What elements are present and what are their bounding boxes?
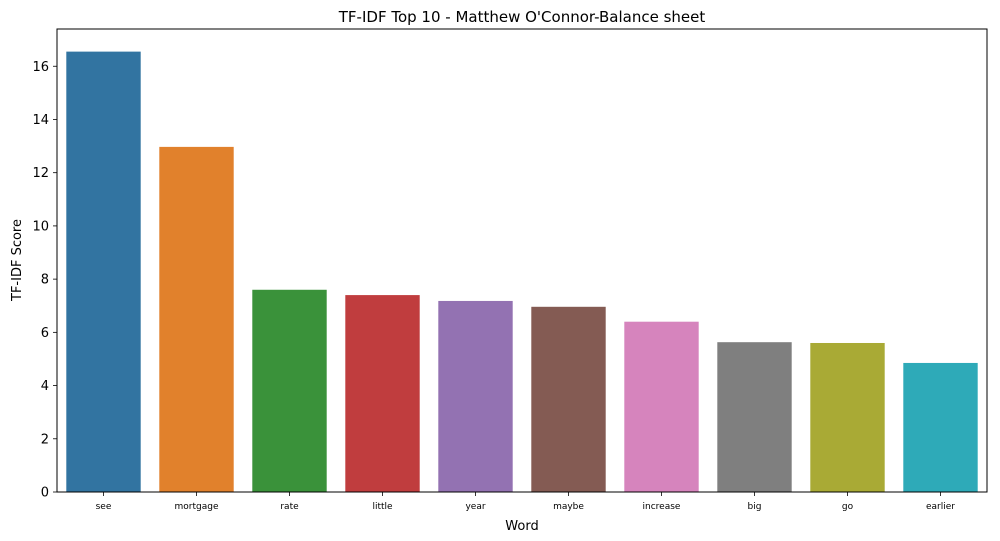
x-tick-label: earlier [926, 502, 955, 512]
bar-year [438, 300, 513, 492]
bar-see [66, 51, 141, 493]
bar-maybe [531, 306, 606, 492]
plot-frame [56, 28, 988, 493]
bar-big [717, 342, 792, 492]
y-tick-label: 6 [41, 326, 49, 341]
y-tick-label: 14 [32, 113, 49, 128]
y-axis-label: TF-IDF Score [10, 219, 25, 302]
x-tick-label: big [748, 502, 762, 512]
bar-go [810, 342, 885, 492]
bars-group [66, 51, 978, 493]
y-tick-label: 8 [41, 273, 49, 288]
x-tick-label: rate [280, 502, 299, 512]
x-tick-label: year [465, 502, 485, 512]
y-tick-label: 4 [41, 379, 49, 394]
x-axis: see mortgage rate little year maybe increase bi… [96, 492, 955, 512]
bar-rate [252, 289, 327, 492]
y-tick-label: 0 [41, 486, 49, 501]
x-tick-label: maybe [553, 502, 584, 512]
bar-little [345, 295, 420, 492]
x-tick-label: mortgage [175, 502, 219, 512]
x-tick-label: increase [643, 502, 681, 512]
x-tick-label: see [96, 502, 112, 512]
y-tick-label: 2 [41, 432, 49, 447]
x-axis-label: Word [505, 519, 538, 534]
bar-mortgage [159, 146, 234, 492]
y-tick-label: 16 [32, 60, 49, 75]
y-tick-label: 12 [32, 166, 49, 181]
bar-increase [624, 321, 699, 492]
x-tick-label: go [842, 502, 854, 512]
x-tick-label: little [372, 502, 393, 512]
y-tick-label: 10 [32, 219, 49, 234]
bar-earlier [903, 362, 978, 492]
chart-title: TF-IDF Top 10 - Matthew O'Connor-Balance… [338, 8, 706, 26]
y-axis: 0 2 4 6 8 10 12 14 16 [32, 60, 57, 501]
